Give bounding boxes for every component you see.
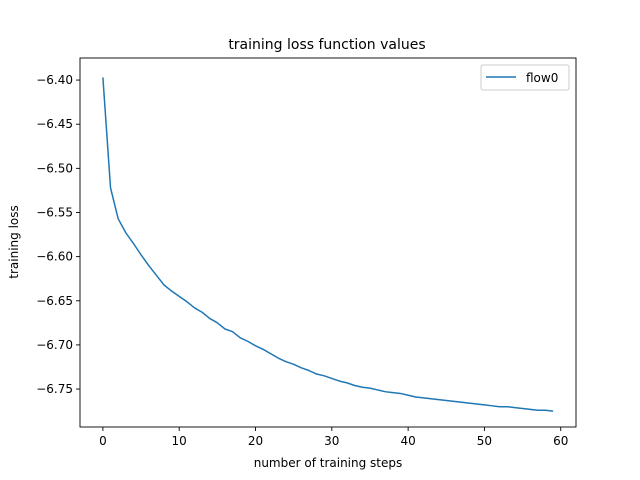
- chart-title: training loss function values: [228, 37, 425, 53]
- plot-area: [102, 77, 554, 412]
- y-tick-label: −6.50: [36, 161, 73, 175]
- y-tick-label: −6.75: [36, 382, 73, 396]
- x-axis: 0 10 20 30 40 50 60: [99, 427, 568, 448]
- y-axis-label: training loss: [7, 205, 21, 278]
- y-tick-label: −6.55: [36, 205, 73, 219]
- y-tick-label: −6.45: [36, 117, 73, 131]
- y-tick-label: −6.60: [36, 250, 73, 264]
- x-tick-label: 10: [172, 434, 187, 448]
- legend: flow0: [480, 64, 570, 91]
- plot-frame: [79, 57, 577, 428]
- y-tick-label: −6.40: [36, 73, 73, 87]
- series-line-flow0: [102, 77, 554, 412]
- legend-label-flow0: flow0: [526, 71, 558, 85]
- y-tick-label: −6.65: [36, 294, 73, 308]
- x-axis-label: number of training steps: [254, 456, 403, 470]
- x-tick-label: 50: [477, 434, 492, 448]
- y-axis: −6.40 −6.45 −6.50 −6.55 −6.60 −6.65 −6.70 −6.75: [36, 73, 80, 396]
- x-tick-label: 60: [553, 434, 568, 448]
- y-tick-label: −6.70: [36, 338, 73, 352]
- x-tick-label: 0: [99, 434, 107, 448]
- legend-box: [480, 64, 570, 91]
- x-tick-label: 40: [400, 434, 415, 448]
- x-tick-label: 30: [324, 434, 339, 448]
- x-tick-label: 20: [248, 434, 263, 448]
